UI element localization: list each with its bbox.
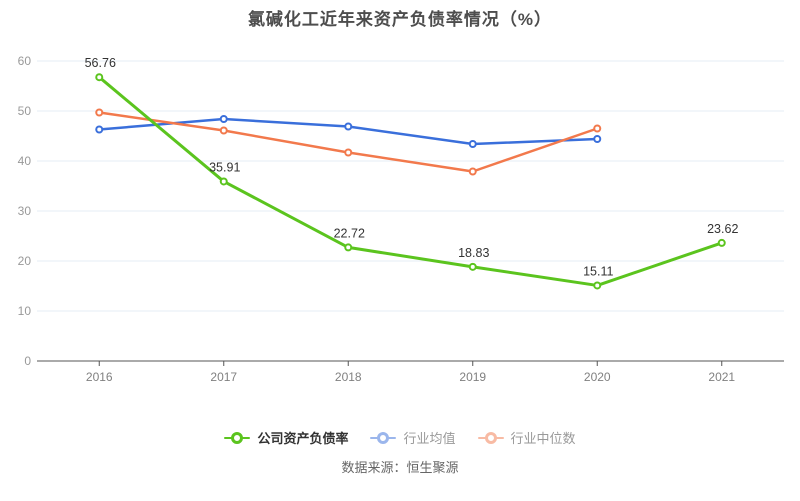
series-line-company [97, 75, 724, 287]
data-label: 15.11 [583, 264, 613, 278]
data-point-industry-mean[interactable] [593, 135, 602, 143]
y-axis-label: 20 [18, 254, 32, 268]
y-axis-label: 30 [18, 204, 32, 218]
x-axis-label: 2021 [708, 370, 735, 384]
data-point-industry-median[interactable] [219, 126, 228, 135]
legend-label-company: 公司资产负债率 [257, 431, 349, 446]
x-axis-label: 2020 [584, 370, 611, 384]
data-point-industry-median[interactable] [593, 124, 602, 133]
data-label: 23.62 [707, 222, 738, 236]
chart-title: 氯碱化工近年来资产负债率情况（%） [247, 10, 553, 29]
data-point-industry-median[interactable] [95, 108, 104, 117]
y-axis-label: 40 [18, 154, 32, 168]
data-label: 22.72 [334, 226, 365, 240]
data-point-industry-mean[interactable] [344, 122, 353, 131]
data-label: 35.91 [209, 160, 240, 174]
data-point-industry-median[interactable] [344, 148, 353, 157]
data-label: 56.76 [85, 56, 116, 70]
legend-label-industry-median: 行业中位数 [510, 431, 576, 446]
data-point-company[interactable] [717, 238, 726, 247]
data-point-company[interactable] [95, 73, 104, 82]
data-point-industry-mean[interactable] [219, 115, 228, 123]
legend-item-industry-median[interactable]: 行业中位数 [477, 428, 576, 447]
y-axis-label: 60 [18, 54, 32, 68]
y-axis-label: 10 [18, 304, 32, 318]
x-axis-label: 2018 [335, 370, 362, 384]
legend-item-industry-mean[interactable]: 行业均值 [370, 428, 456, 447]
legend-marker-industry-mean [370, 431, 397, 444]
legend-marker-company [224, 431, 251, 444]
x-axis-label: 2019 [459, 370, 486, 384]
data-point-company[interactable] [593, 281, 602, 290]
data-point-industry-mean[interactable] [95, 125, 104, 134]
x-axis-label: 2016 [86, 370, 113, 384]
data-point-company[interactable] [468, 262, 477, 271]
line-chart: 0 10 20 30 40 50 60 2016 2017 2018 2019 2020 2021 56.… [18, 54, 784, 384]
legend-marker-industry-median [477, 431, 504, 444]
y-axis-label: 50 [18, 104, 32, 118]
data-point-industry-mean[interactable] [468, 140, 477, 148]
legend-item-company[interactable]: 公司资产负债率 [224, 428, 348, 447]
y-axis-label: 0 [24, 354, 31, 368]
data-point-industry-median[interactable] [468, 167, 477, 176]
x-axis-label: 2017 [210, 370, 237, 384]
data-label: 18.83 [458, 246, 489, 260]
legend-label-industry-mean: 行业均值 [403, 431, 456, 446]
chart-legend: 公司资产负债率 行业均值 行业中位数 [0, 428, 800, 447]
data-point-company[interactable] [219, 177, 228, 186]
data-point-company[interactable] [344, 243, 353, 252]
data-source: 数据来源：恒生聚源 [341, 460, 459, 475]
